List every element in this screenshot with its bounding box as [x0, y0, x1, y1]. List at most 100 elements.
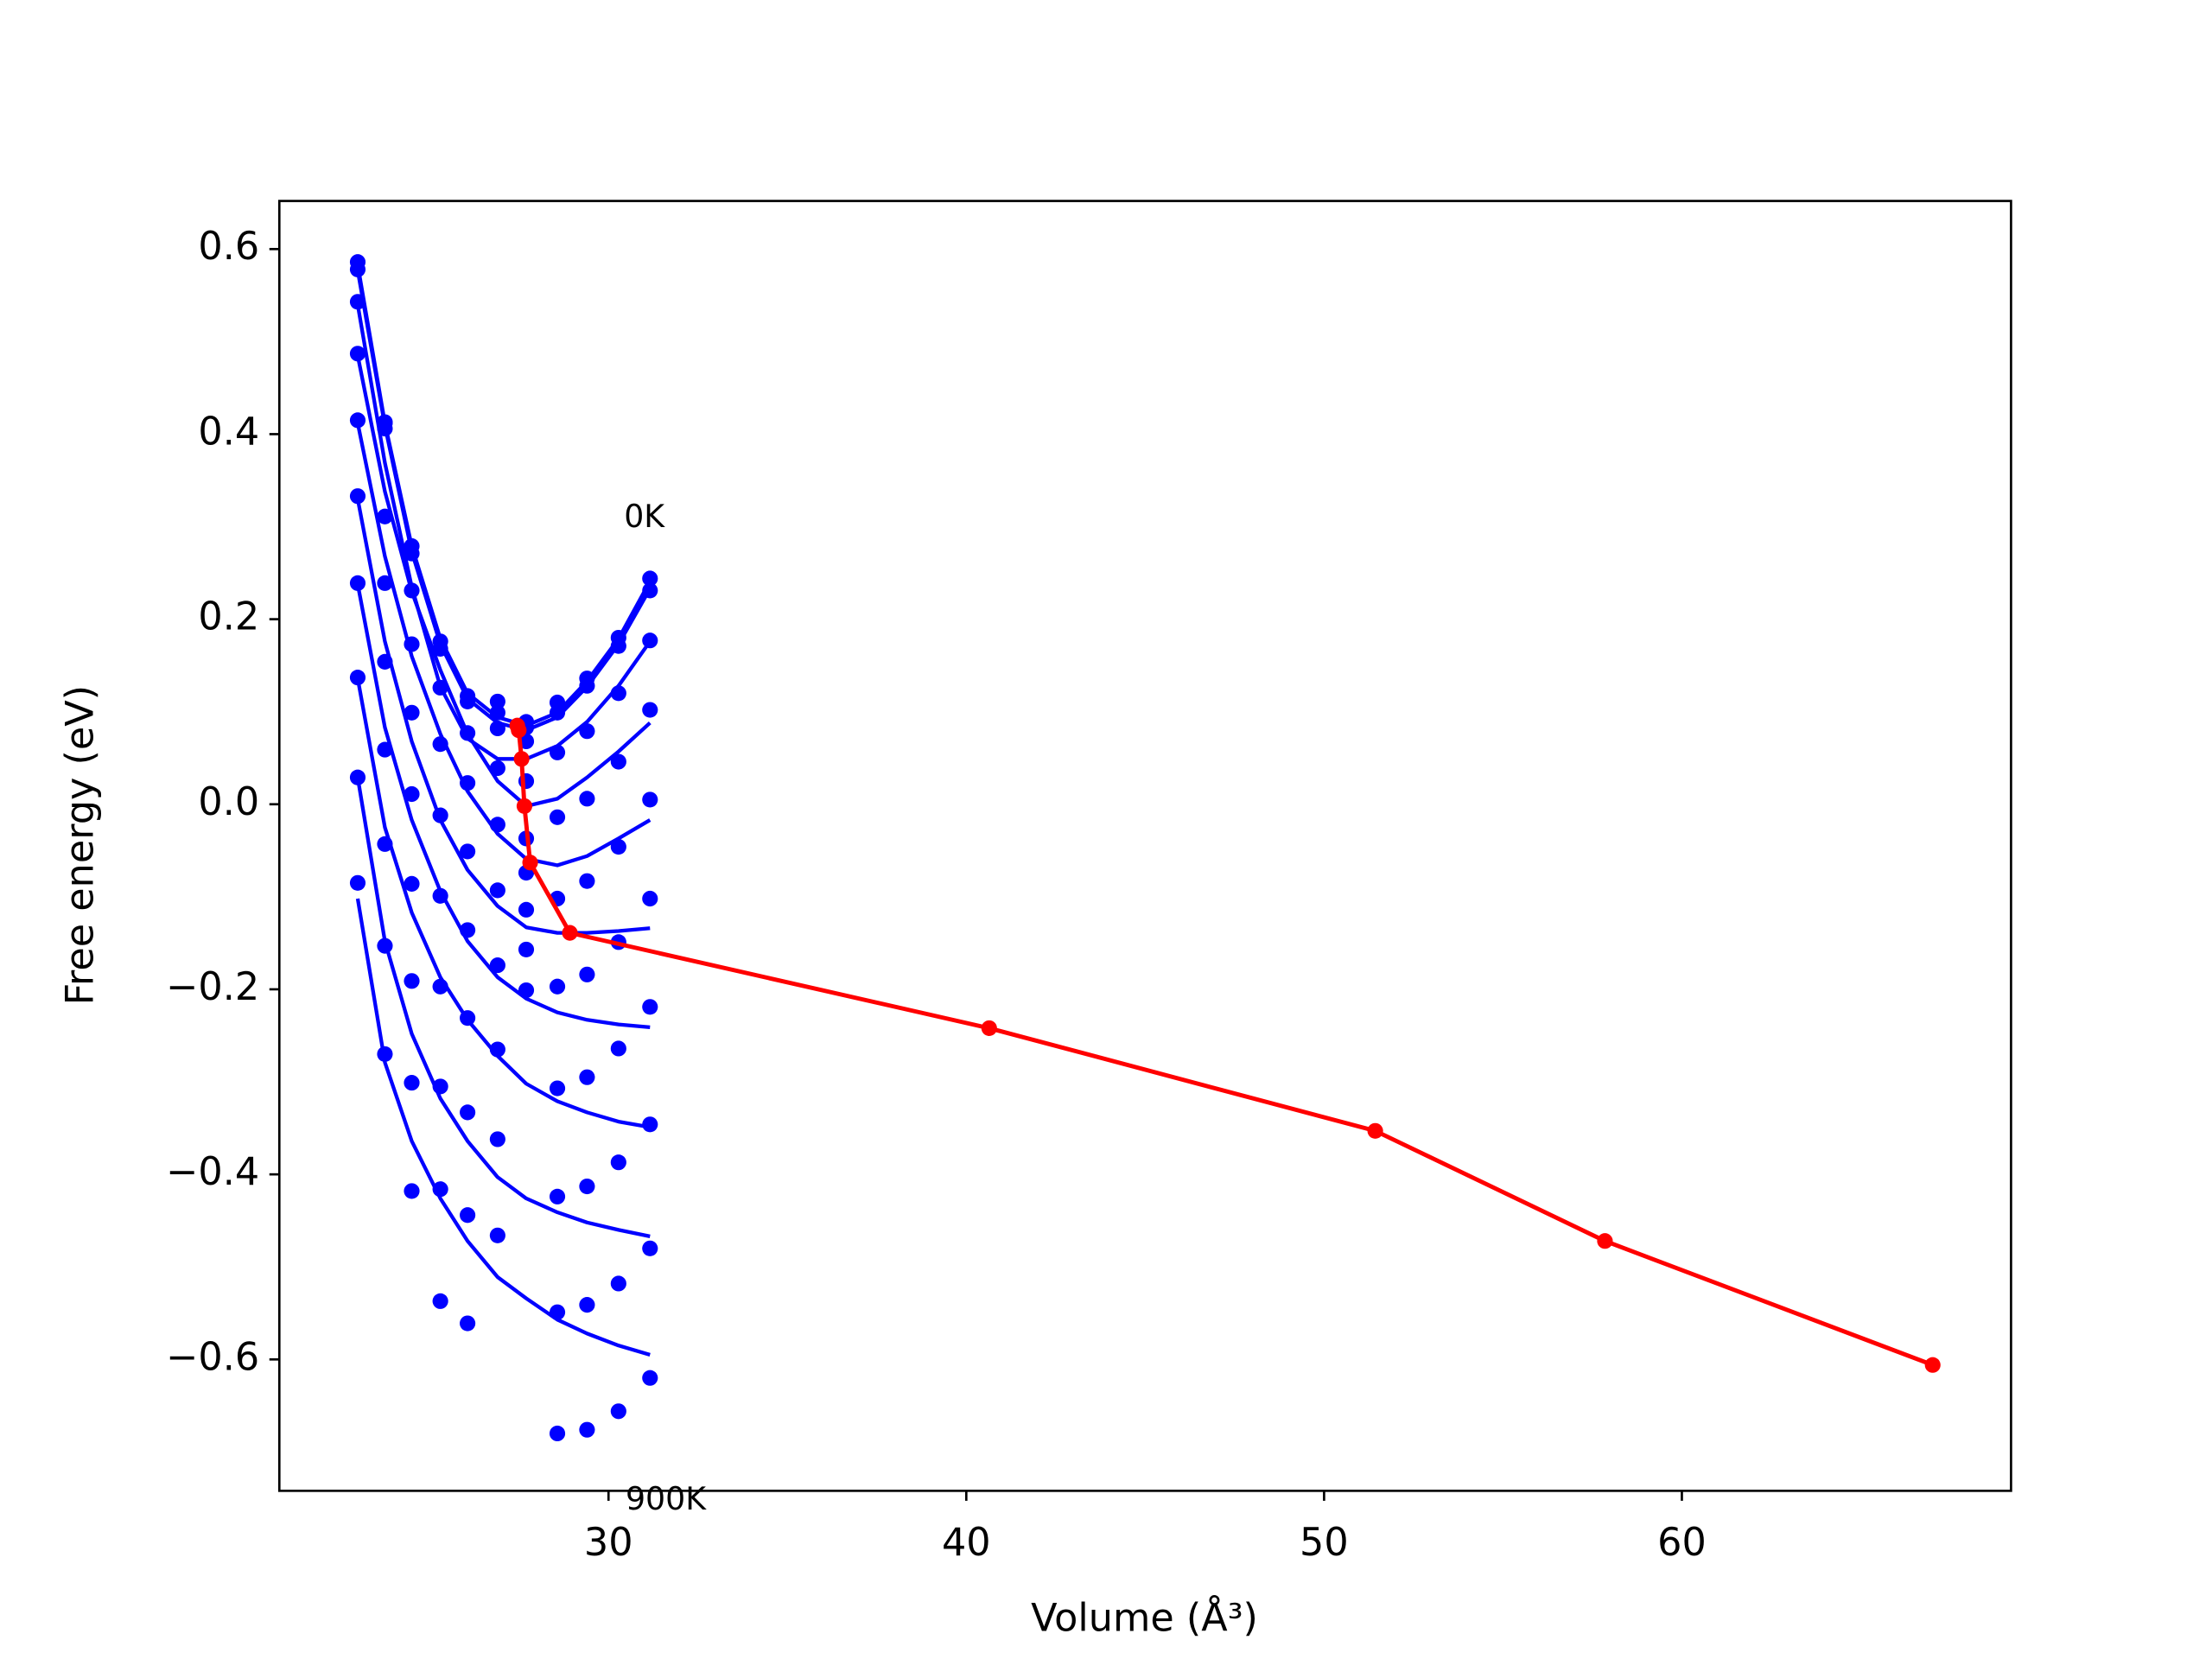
x-tick-label: 60 — [1657, 1520, 1707, 1565]
data-point — [610, 1403, 626, 1420]
data-point — [377, 420, 393, 437]
data-point — [432, 807, 448, 823]
y-tick-label: 0.6 — [198, 224, 259, 269]
data-point — [460, 1207, 476, 1224]
data-point — [610, 1154, 626, 1171]
fit-curve — [355, 898, 651, 1357]
data-point — [549, 744, 566, 760]
data-point — [460, 1104, 476, 1121]
data-point — [642, 582, 658, 599]
data-point — [642, 999, 658, 1015]
plot-frame — [277, 200, 2012, 1492]
y-tick-label: 0.2 — [198, 594, 259, 639]
data-point — [377, 508, 393, 524]
data-point — [642, 1370, 658, 1386]
y-axis-label: Free energy (eV) — [58, 685, 103, 1005]
data-point — [610, 838, 626, 855]
minima-line — [515, 725, 1934, 1368]
x-axis-label: Volume (Å³) — [1031, 1594, 1258, 1640]
data-point — [642, 570, 658, 587]
data-point — [489, 1227, 505, 1243]
fit-curve — [355, 583, 651, 1029]
data-point — [610, 1275, 626, 1292]
data-point — [432, 736, 448, 753]
data-point — [579, 677, 595, 694]
data-point — [610, 638, 626, 654]
y-tick-label: −0.2 — [166, 964, 259, 1009]
minima-point — [562, 925, 578, 941]
data-point — [579, 1297, 595, 1313]
data-point — [349, 488, 366, 505]
data-point — [642, 702, 658, 718]
data-point — [579, 1178, 595, 1195]
data-point — [489, 693, 505, 709]
data-point — [377, 741, 393, 758]
fit-curve — [355, 777, 651, 1238]
y-tick-label: −0.6 — [166, 1334, 259, 1379]
x-tick-label: 50 — [1300, 1520, 1349, 1565]
data-point — [610, 1040, 626, 1057]
data-point — [549, 1188, 566, 1205]
y-tick-label: −0.4 — [166, 1149, 259, 1194]
data-point — [642, 1240, 658, 1256]
data-point — [460, 775, 476, 791]
data-point — [642, 1116, 658, 1133]
data-point — [579, 1421, 595, 1438]
data-point — [349, 294, 366, 310]
minima-point — [1597, 1233, 1613, 1249]
data-point — [432, 1293, 448, 1309]
data-point — [349, 346, 366, 362]
data-point — [610, 753, 626, 770]
data-point — [549, 1080, 566, 1096]
data-point — [404, 785, 420, 803]
data-point — [489, 760, 505, 777]
data-point — [579, 873, 595, 889]
data-point — [549, 1425, 566, 1442]
data-point — [518, 982, 535, 999]
minima-point — [516, 798, 533, 814]
data-point — [432, 1181, 448, 1198]
data-point — [579, 966, 595, 982]
y-tick-label: 0.0 — [198, 779, 259, 824]
y-tick-label: 0.4 — [198, 409, 259, 454]
data-point — [579, 723, 595, 740]
data-point — [489, 720, 505, 737]
data-point — [377, 1046, 393, 1062]
data-point — [432, 679, 448, 696]
data-point — [642, 791, 658, 808]
data-point — [549, 978, 566, 995]
data-point — [349, 769, 366, 785]
minima-point — [981, 1020, 997, 1037]
fit-curve — [355, 304, 652, 761]
fit-curve — [355, 354, 652, 809]
fit-curve — [355, 498, 651, 935]
data-point — [460, 693, 476, 709]
annotation: 0K — [624, 498, 665, 535]
data-point — [489, 882, 505, 899]
data-point — [489, 817, 505, 833]
data-point — [432, 978, 448, 995]
data-point — [549, 1304, 566, 1320]
minima-point — [1924, 1357, 1941, 1373]
data-point — [579, 1069, 595, 1085]
data-point — [377, 938, 393, 954]
data-point — [432, 640, 448, 657]
minima-point — [1367, 1122, 1383, 1139]
data-point — [489, 704, 505, 721]
data-point — [579, 791, 595, 807]
data-point — [642, 632, 658, 649]
data-point — [404, 1183, 420, 1199]
data-point — [489, 1041, 505, 1058]
data-point — [349, 669, 366, 686]
data-point — [404, 582, 420, 599]
minima-point — [511, 722, 527, 739]
data-point — [460, 843, 476, 860]
data-point — [518, 941, 535, 957]
data-point — [377, 653, 393, 670]
data-point — [460, 922, 476, 938]
data-point — [404, 875, 420, 892]
data-point — [377, 836, 393, 852]
data-point — [349, 412, 366, 429]
